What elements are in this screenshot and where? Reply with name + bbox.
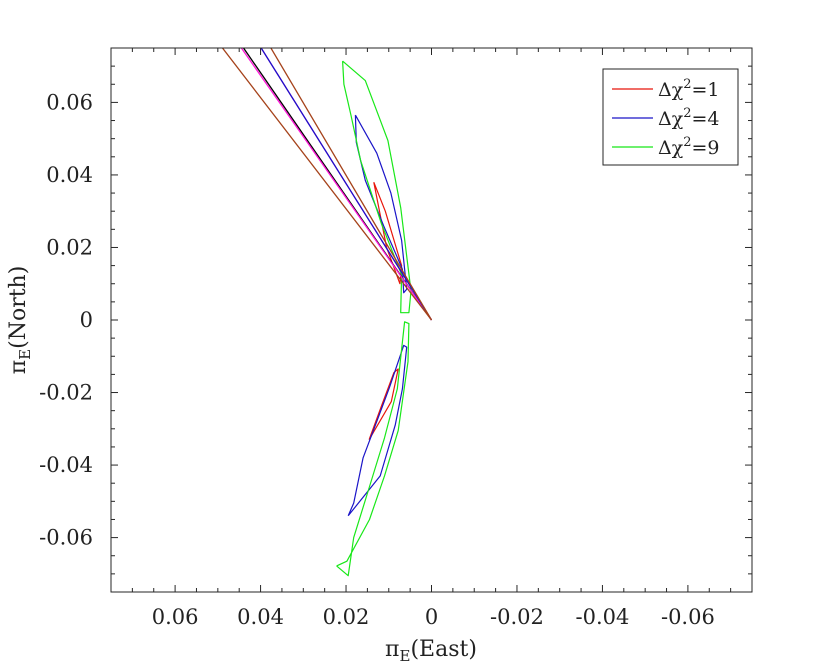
contour-series-3-region-1 [342, 60, 412, 314]
legend-entry-1: Δχ2=1 [612, 77, 720, 101]
x-tick-labels: 0.06 0.04 0.02 0 -0.02 -0.04 -0.06 [152, 605, 715, 629]
x-axis-label-subscript: E [400, 647, 411, 665]
direction-line-7 [260, 48, 433, 321]
contour-series-2-region-1 [354, 114, 408, 294]
x-axis-label-paren: (East) [410, 637, 476, 662]
x-tick-label: -0.06 [661, 605, 715, 629]
x-tick-label: 0.06 [152, 605, 199, 629]
y-axis-label-paren: (North) [6, 266, 31, 349]
data-layer [221, 48, 433, 577]
direction-line-5 [240, 48, 433, 321]
y-tick-label: 0 [80, 308, 93, 332]
legend-box [602, 68, 739, 166]
x-tick-label: 0 [425, 605, 438, 629]
contour-series-1-region-2 [368, 368, 399, 441]
y-axis-label-symbol: π [6, 360, 31, 374]
x-tick-label: -0.04 [576, 605, 630, 629]
legend-label-3: Δχ2=9 [658, 135, 720, 159]
y-tick-label: -0.02 [39, 381, 93, 405]
legend-label-2: Δχ2=4 [658, 106, 720, 130]
y-axis-label: πE(North) [6, 266, 34, 375]
x-tick-label: -0.02 [490, 605, 544, 629]
y-tick-label: -0.06 [39, 526, 93, 550]
y-tick-label: 0.06 [46, 90, 93, 114]
y-tick-labels: 0.06 0.04 0.02 0 -0.02 -0.04 -0.06 [39, 90, 93, 549]
y-tick-label: -0.04 [39, 453, 93, 477]
plot-frame [110, 47, 753, 593]
legend-entry-2: Δχ2=4 [612, 106, 720, 130]
y-axis-label-subscript: E [16, 349, 34, 360]
direction-line-8 [221, 48, 433, 321]
direction-line-9 [270, 48, 433, 321]
legend-entry-3: Δχ2=9 [612, 135, 720, 159]
legend: Δχ2=1 Δχ2=4 Δχ2=9 [602, 68, 739, 166]
x-axis-label: πE(East) [385, 637, 477, 665]
y-tick-label: 0.04 [46, 163, 93, 187]
legend-label-1: Δχ2=1 [658, 77, 720, 101]
x-tick-label: 0.04 [237, 605, 284, 629]
tick-marks [110, 47, 753, 593]
contour-series-3-region-2 [336, 321, 410, 577]
y-tick-label: 0.02 [46, 235, 93, 259]
contour-series-2-region-2 [347, 344, 408, 517]
x-axis-label-symbol: π [385, 637, 399, 662]
x-tick-label: 0.02 [323, 605, 370, 629]
